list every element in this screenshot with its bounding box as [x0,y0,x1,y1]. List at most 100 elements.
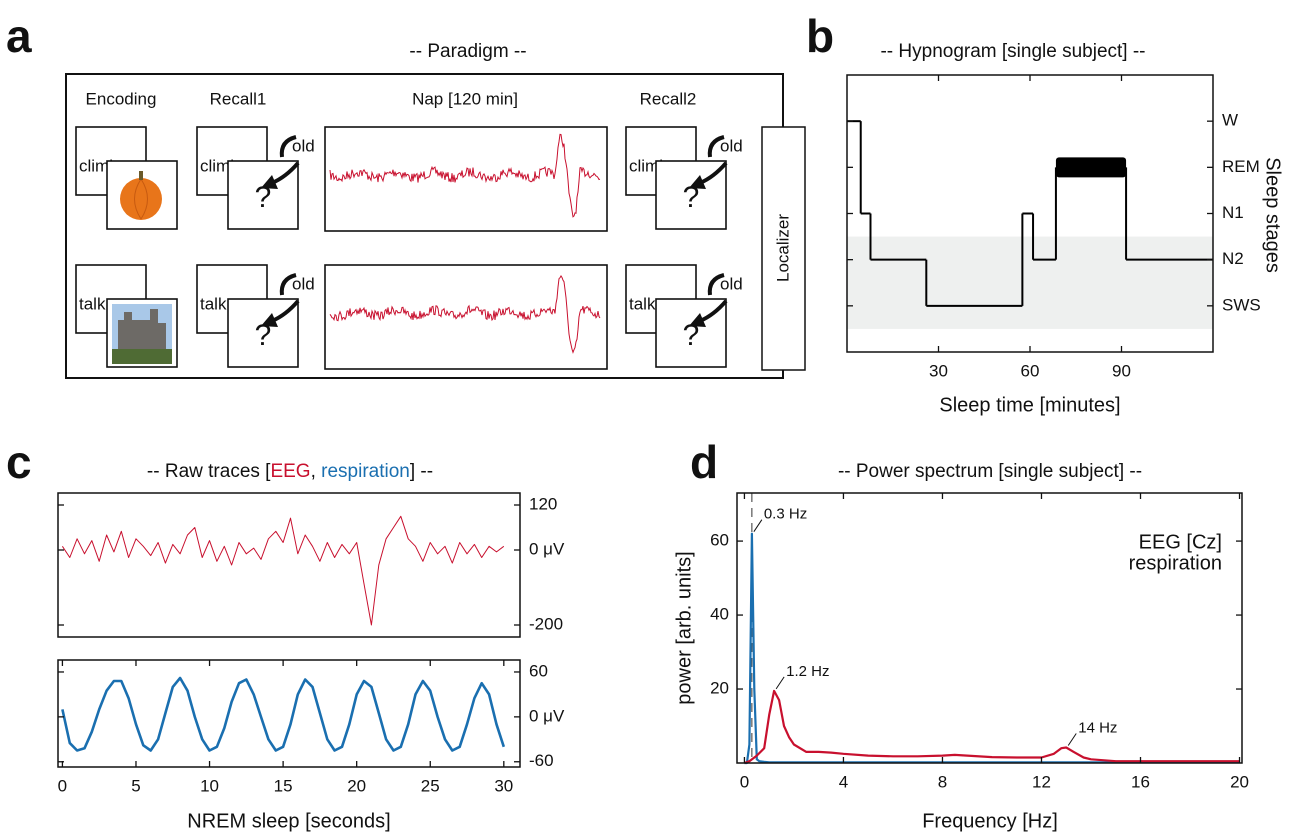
arrow-head [689,175,706,189]
stage-bar [1055,157,1127,178]
eeg-illustration [329,133,601,218]
chart-title: -- Hypnogram [single subject] -- [880,41,1145,62]
pumpkin-ridge [134,178,148,220]
column-header: Encoding [86,89,157,108]
response-arc [707,273,725,296]
annotation-leader [775,676,785,690]
y-tick-label: SWS [1222,295,1261,314]
probe: ? [683,181,700,214]
x-tick-label: 30 [494,776,513,795]
title-part: -- Raw traces [ [147,461,271,482]
legend-entry: EEG [Cz] [1139,531,1222,553]
annotation: 1.2 Hz [786,663,829,680]
arrow-head [261,175,278,189]
panel-label: d [690,436,718,488]
y-tick-label: 40 [710,605,729,624]
panel-label: b [806,10,834,62]
response-word: old [292,136,315,155]
x-axis-label: Frequency [Hz] [922,810,1058,832]
y-tick-label: 120 [529,494,557,513]
cue-word: talk [200,294,227,313]
annotation-leader [1067,733,1077,746]
y-tick-label: N1 [1222,203,1244,222]
probe: ? [255,181,272,214]
title-series: respiration [321,461,410,482]
trace-line [61,676,506,752]
legend-entry: respiration [1129,552,1222,574]
pumpkin [120,178,162,220]
castle [118,309,166,353]
x-tick-label: 5 [131,776,140,795]
annotation-leader [753,519,763,532]
x-tick-label: 4 [839,772,848,791]
x-tick-label: 30 [929,361,948,380]
probe: ? [255,319,272,352]
y-tick-label: W [1222,111,1238,130]
response-word: old [720,274,743,293]
y-tick-label: REM [1222,157,1260,176]
y-tick-label: -60 [529,751,554,770]
x-axis-label: Sleep time [minutes] [939,394,1120,416]
localizer-box [761,126,806,371]
probe: ? [683,319,700,352]
column-header: Recall1 [210,89,267,108]
response-word: old [292,274,315,293]
cue-word: talk [629,294,656,313]
pumpkin-stem [139,171,143,180]
trace-line [61,515,505,626]
x-tick-label: 90 [1112,361,1131,380]
x-tick-label: 20 [1230,772,1249,791]
title-part: , [311,461,322,482]
x-tick-label: 10 [200,776,219,795]
arrow-head [261,313,278,327]
x-axis-label: NREM sleep [seconds] [187,810,390,832]
eeg-illustration [329,275,601,354]
y-axis-label: power [arb. units] [673,551,695,704]
x-tick-label: 60 [1021,361,1040,380]
nap-box [324,126,608,232]
y-tick-label: 20 [710,679,729,698]
axes-frame [57,659,521,768]
x-tick-label: 15 [274,776,293,795]
column-header: Nap [120 min] [412,89,518,108]
y-tick-label: 60 [529,661,548,680]
y-tick-label: -200 [529,614,563,633]
y-tick-label: 0 μV [529,539,565,558]
x-tick-label: 8 [938,772,947,791]
x-tick-label: 25 [421,776,440,795]
annotation: 14 Hz [1078,719,1117,736]
x-tick-label: 12 [1032,772,1051,791]
castle-ground [112,349,172,364]
panel-label: c [6,436,32,488]
response-arc [279,273,297,296]
panel-label: a [6,10,32,62]
axes-frame [736,492,1243,764]
x-tick-label: 0 [58,776,67,795]
title-part: ] -- [410,461,433,482]
spectrum-line [744,689,1240,765]
arrow-head [689,313,706,327]
response-arc [279,135,297,158]
title-series: EEG [270,461,310,482]
response-word: old [720,136,743,155]
shaded-band [847,236,1213,329]
chart-title: -- Raw traces [EEG, respiration] -- [147,461,433,482]
y-tick-label: N2 [1222,249,1244,268]
localizer-label: Localizer [773,214,792,282]
annotation: 0.3 Hz [764,506,807,523]
column-header: Recall2 [640,89,697,108]
response-arc [707,135,725,158]
chart-title: -- Power spectrum [single subject] -- [838,461,1142,482]
x-tick-label: 16 [1131,772,1150,791]
paradigm-title: -- Paradigm -- [409,41,526,62]
x-tick-label: 0 [740,772,749,791]
axes-frame [57,492,521,638]
x-tick-label: 20 [347,776,366,795]
y-tick-label: 0 μV [529,706,565,725]
y-tick-label: 60 [710,531,729,550]
cue-word: talk [79,294,106,313]
y-axis-label: Sleep stages [1262,157,1284,273]
nap-box [324,264,608,370]
